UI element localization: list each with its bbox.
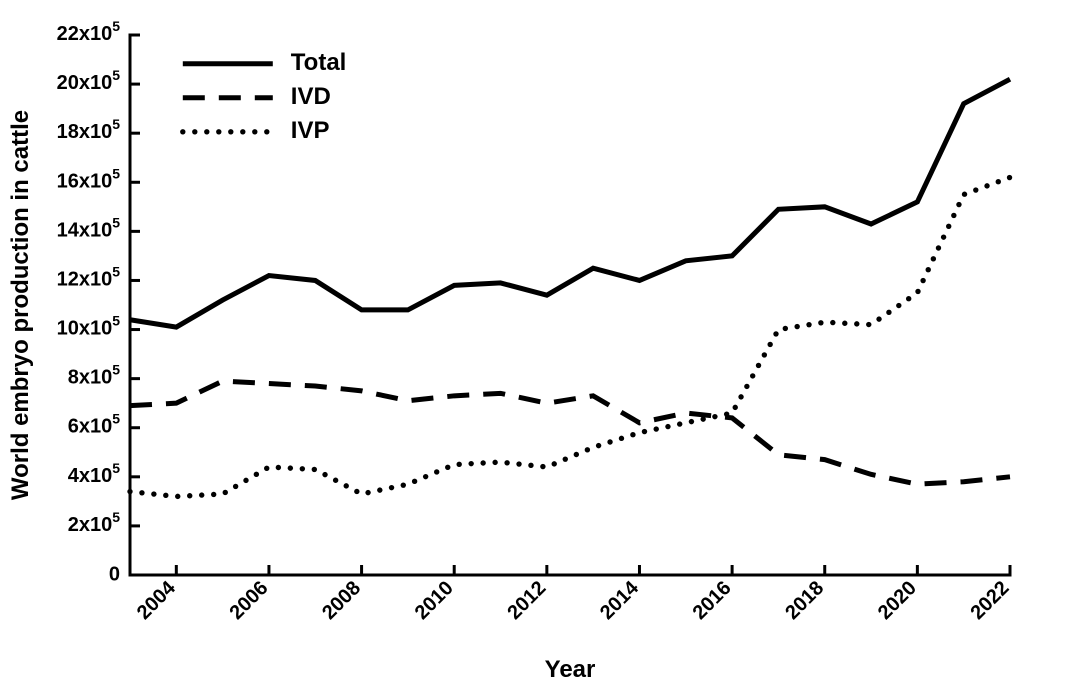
legend-label-total: Total: [291, 49, 347, 76]
y-axis-label: World embryo production in cattle: [7, 110, 34, 500]
y-tick-label: 0: [109, 563, 120, 585]
chart-svg: 02x1054x1056x1058x10510x10512x10514x1051…: [0, 0, 1071, 691]
legend-label-ivp: IVP: [291, 117, 330, 144]
legend-label-ivd: IVD: [291, 83, 331, 110]
x-axis-label: Year: [545, 656, 596, 683]
line-chart: 02x1054x1056x1058x10510x10512x10514x1051…: [0, 0, 1071, 691]
